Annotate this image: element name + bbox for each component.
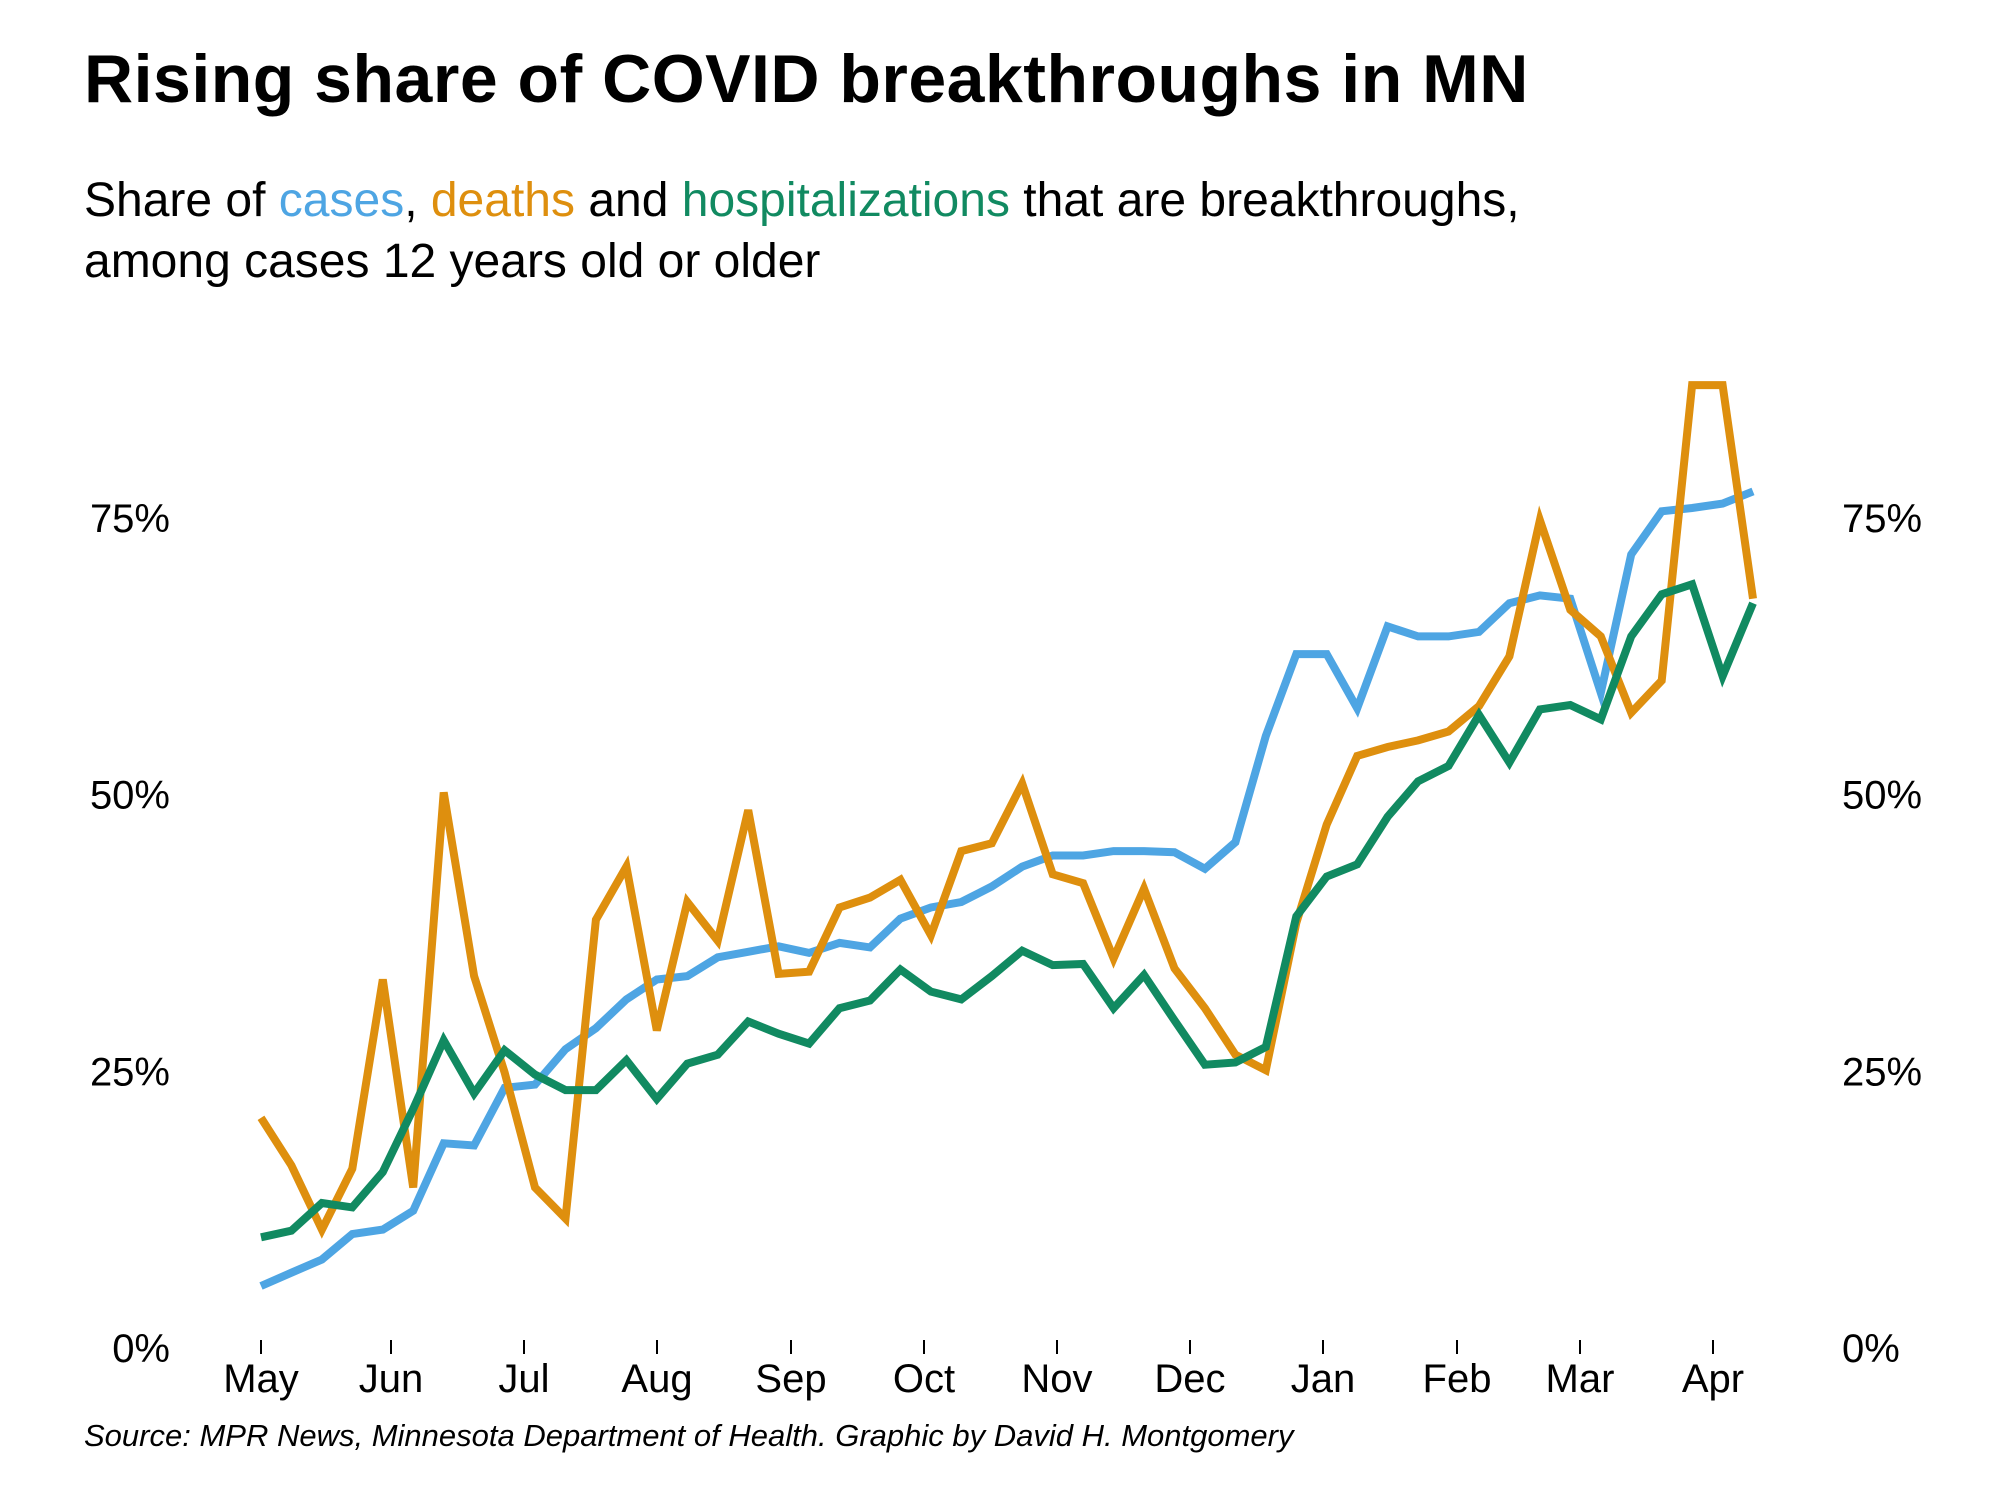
chart-subtitle: Share of cases, deaths and hospitalizati…: [84, 170, 1520, 292]
chart-title: Rising share of COVID breakthroughs in M…: [84, 41, 1529, 117]
y-tick-label-left: 75%: [90, 497, 170, 541]
x-tick-label: Mar: [1546, 1357, 1615, 1401]
source-note: Source: MPR News, Minnesota Department o…: [84, 1418, 1294, 1453]
x-tick-label: Feb: [1423, 1357, 1492, 1401]
subtitle-text: and: [574, 174, 682, 227]
series-line-deaths: [257, 381, 1757, 1239]
x-tick-label: Dec: [1154, 1357, 1225, 1401]
x-tick-label: Jan: [1291, 1357, 1356, 1401]
y-tick-label-left: 25%: [90, 1050, 170, 1094]
subtitle-hospitalizations-label: hospitalizations: [681, 174, 1010, 227]
x-axis: May Jun Jul Aug Sep Oct Nov Dec Jan Feb Mar Apr: [223, 1340, 1744, 1401]
series-line-hospitalizations: [260, 579, 1757, 1242]
series-lines: [257, 381, 1757, 1290]
x-tick-label: Nov: [1021, 1357, 1092, 1401]
subtitle-text: Share of: [84, 174, 279, 227]
y-tick-label-left: 50%: [90, 774, 170, 818]
subtitle-text: that are breakthroughs,: [1009, 174, 1520, 227]
y-axis-left: 0% 25% 50% 75%: [90, 497, 170, 1371]
y-tick-label-right: 0%: [1842, 1327, 1900, 1371]
y-tick-label-right: 50%: [1842, 774, 1922, 818]
x-tick-label: Apr: [1682, 1357, 1744, 1401]
x-tick-label: Aug: [621, 1357, 692, 1401]
subtitle-line-2: among cases 12 years old or older: [84, 235, 821, 288]
subtitle-deaths-label: deaths: [430, 174, 575, 227]
x-tick-label: Jun: [359, 1357, 424, 1401]
subtitle-cases-label: cases: [278, 174, 405, 227]
x-tick-label: May: [223, 1357, 299, 1401]
y-tick-label-left: 0%: [112, 1327, 170, 1371]
subtitle-text: ,: [404, 174, 431, 227]
y-tick-label-right: 75%: [1842, 497, 1922, 541]
x-tick-label: Sep: [755, 1357, 826, 1401]
series-line-cases: [259, 487, 1755, 1290]
y-axis-right: 0% 25% 50% 75%: [1842, 497, 1922, 1371]
y-tick-label-right: 25%: [1842, 1050, 1922, 1094]
x-tick-label: Jul: [498, 1357, 549, 1401]
x-tick-label: Oct: [893, 1357, 955, 1401]
